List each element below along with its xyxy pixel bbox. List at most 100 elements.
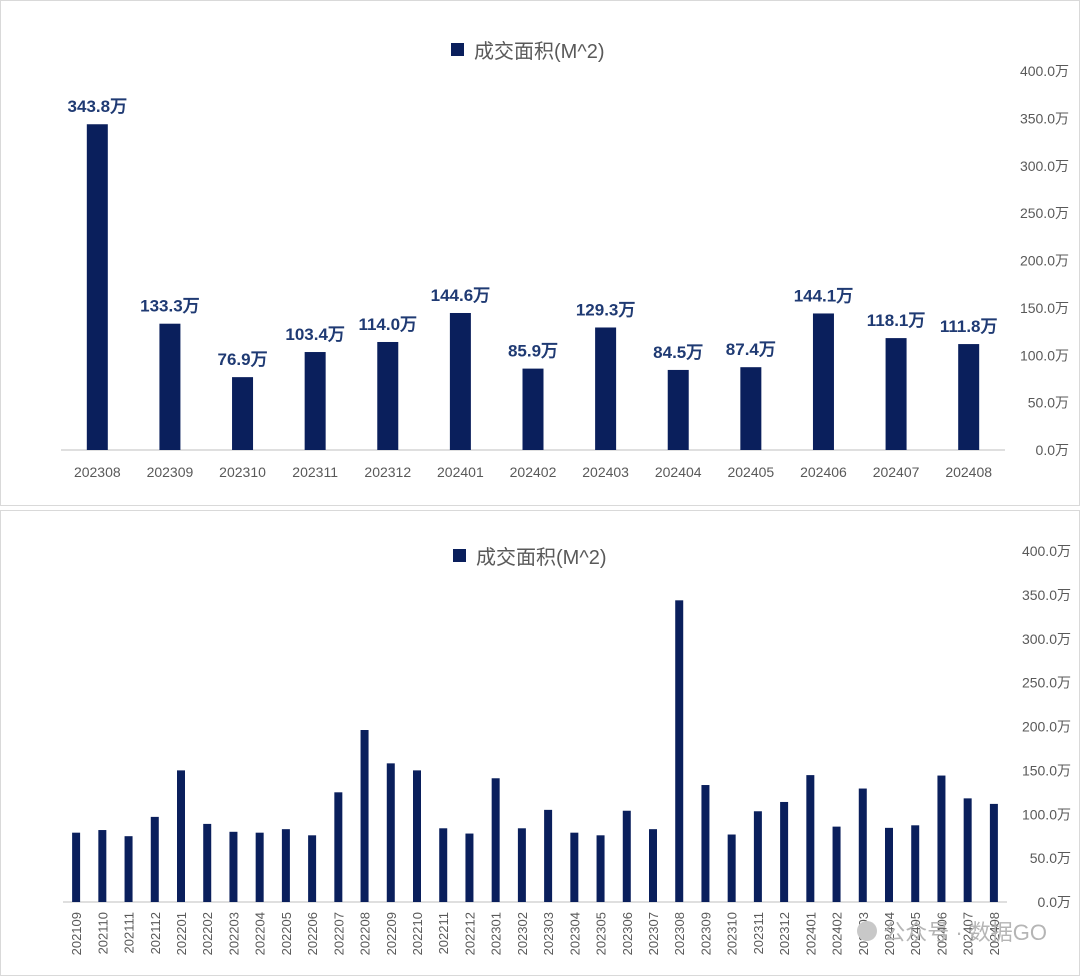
bar: [753, 811, 762, 902]
x-tick-label: 202302: [515, 912, 530, 955]
bar: [232, 377, 254, 450]
y-tick-label: 150.0万: [1020, 300, 1069, 316]
x-tick-label: 202304: [567, 912, 582, 955]
legend-bottom: 成交面积(M^2): [453, 541, 607, 570]
bar: [159, 323, 181, 450]
legend-swatch: [453, 549, 466, 562]
bar: [413, 770, 421, 902]
bar: [649, 829, 657, 902]
bar: [86, 124, 108, 450]
bar: [806, 775, 815, 902]
x-tick-label: 202310: [219, 464, 266, 480]
x-tick-label: 202408: [945, 464, 992, 480]
data-label: 84.5万: [653, 343, 703, 362]
x-tick-label: 202309: [147, 464, 194, 480]
bar: [675, 600, 684, 902]
data-label: 343.8万: [68, 97, 128, 116]
x-tick-label: 202208: [358, 912, 373, 955]
bar: [958, 344, 980, 450]
legend-swatch: [451, 43, 464, 56]
bar: [308, 835, 317, 902]
x-tick-label: 202202: [200, 912, 215, 955]
data-label: 103.4万: [285, 325, 345, 344]
bar: [281, 829, 290, 902]
bar: [124, 836, 133, 902]
bar: [439, 828, 448, 902]
y-tick-label: 350.0万: [1022, 587, 1071, 603]
x-tick-label: 202407: [961, 912, 976, 955]
y-tick-label: 250.0万: [1020, 205, 1069, 221]
x-tick-label: 202312: [364, 464, 411, 480]
x-tick-label: 202311: [751, 912, 766, 954]
x-tick-label: 202212: [462, 912, 477, 955]
bar: [522, 368, 544, 450]
y-tick-label: 300.0万: [1020, 158, 1069, 174]
x-tick-label: 202403: [582, 464, 629, 480]
data-label: 133.3万: [140, 297, 200, 316]
x-tick-label: 202303: [541, 912, 556, 955]
data-label: 85.9万: [508, 342, 558, 361]
y-tick-label: 350.0万: [1020, 110, 1069, 126]
bar: [544, 809, 553, 902]
bar: [304, 352, 326, 450]
x-tick-label: 202310: [725, 912, 740, 955]
bar: [937, 775, 946, 902]
bar: [740, 367, 762, 450]
x-tick-label: 202312: [777, 912, 792, 955]
data-label: 144.6万: [431, 286, 491, 305]
watermark-text: 公众号 · 数据GO: [883, 920, 1047, 945]
x-tick-label: 202210: [410, 912, 425, 955]
x-tick-label: 202405: [727, 464, 774, 480]
x-tick-label: 202109: [69, 912, 84, 955]
bar: [989, 803, 998, 902]
bar: [449, 312, 471, 450]
y-tick-label: 400.0万: [1020, 63, 1069, 79]
x-tick-label: 202402: [830, 912, 845, 955]
x-tick-label: 202406: [934, 912, 949, 955]
x-tick-label: 202408: [987, 912, 1002, 955]
x-tick-label: 202305: [594, 912, 609, 955]
x-tick-label: 202407: [873, 464, 920, 480]
bar: [832, 826, 841, 902]
bar-chart-bottom: 0.0万 50.0万 100.0万 150.0万 200.0万 250.0万 300.0万 3…: [63, 543, 1071, 955]
x-tick-label: 202309: [698, 912, 713, 955]
bar: [360, 730, 369, 902]
legend-label: 成交面积(M^2): [474, 41, 605, 63]
x-tick-label: 202211: [436, 912, 451, 954]
x-tick-label: 202111: [122, 912, 137, 953]
y-tick-label: 200.0万: [1022, 719, 1071, 735]
bar: [667, 369, 689, 450]
x-tick-label: 202311: [292, 464, 338, 480]
x-tick-label: 202401: [803, 912, 818, 955]
x-tick-label: 202307: [646, 912, 661, 955]
y-tick-label: 300.0万: [1022, 631, 1071, 647]
x-tick-label: 202308: [74, 464, 121, 480]
x-tick-label: 202401: [437, 464, 484, 480]
bar: [780, 801, 789, 902]
x-tick-label: 202306: [620, 912, 635, 955]
y-tick-label: 50.0万: [1030, 850, 1071, 866]
x-tick-label: 202110: [95, 912, 110, 954]
bar: [727, 834, 736, 902]
x-tick-label: 202205: [279, 912, 294, 955]
x-tick-label: 202404: [882, 912, 897, 955]
wechat-icon: [857, 921, 878, 941]
data-label: 114.0万: [358, 315, 417, 334]
data-label: 129.3万: [576, 300, 636, 319]
y-tick-label: 200.0万: [1020, 253, 1069, 269]
bar: [98, 830, 107, 902]
bar: [255, 832, 264, 902]
legend-label: 成交面积(M^2): [476, 547, 607, 569]
y-tick-label: 250.0万: [1022, 675, 1071, 691]
bar: [517, 828, 526, 902]
y-tick-label: 100.0万: [1020, 347, 1069, 363]
y-tick-label: 50.0万: [1028, 395, 1069, 411]
x-tick-label: 202201: [174, 912, 189, 955]
bar: [812, 313, 834, 450]
y-tick-label: 100.0万: [1022, 806, 1071, 822]
bar: [858, 788, 867, 902]
data-label: 111.8万: [940, 317, 998, 336]
bar: [911, 825, 920, 902]
data-label: 87.4万: [726, 340, 776, 359]
y-tick-label: 0.0万: [1036, 442, 1069, 458]
